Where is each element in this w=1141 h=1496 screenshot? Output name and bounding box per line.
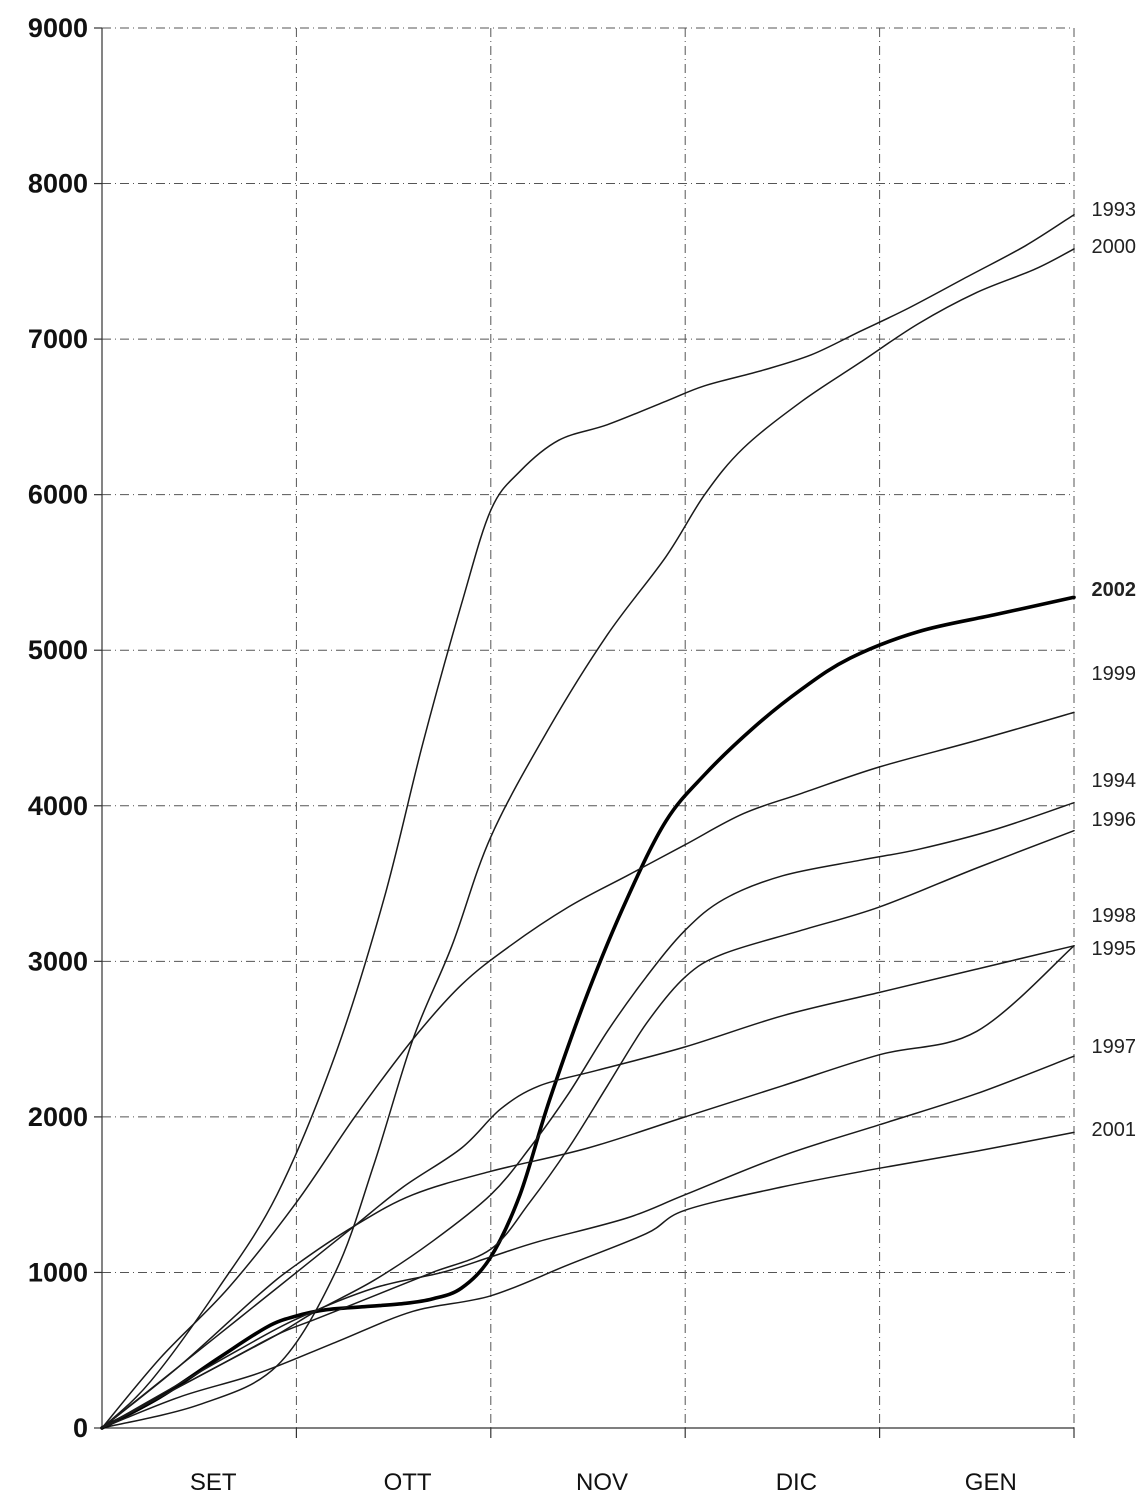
series-label-1997: 1997 bbox=[1092, 1036, 1137, 1058]
series-label-2002: 2002 bbox=[1092, 579, 1137, 601]
y-axis-tick-labels: 0 1000 2000 3000 4000 5000 6000 7000 8000 9000 bbox=[28, 13, 88, 1443]
series-label-2001: 2001 bbox=[1092, 1119, 1137, 1141]
series-line-1995 bbox=[101, 945, 1075, 1429]
series-line-1997 bbox=[101, 1055, 1075, 1429]
series-label-1994: 1994 bbox=[1092, 770, 1137, 792]
y-tick-label-7000: 7000 bbox=[28, 324, 88, 354]
series-label-1999: 1999 bbox=[1092, 663, 1137, 685]
series-line-2000 bbox=[101, 248, 1075, 1429]
series-line-1996 bbox=[101, 829, 1075, 1429]
series-lines bbox=[100, 213, 1076, 1430]
series-label-1993: 1993 bbox=[1092, 199, 1137, 221]
series-line-2002 bbox=[100, 595, 1076, 1430]
series-line-1993 bbox=[101, 213, 1075, 1429]
series-label-1998: 1998 bbox=[1092, 905, 1137, 927]
y-tick-label-2000: 2000 bbox=[28, 1102, 88, 1132]
y-tick-label-4000: 4000 bbox=[28, 791, 88, 821]
axes bbox=[94, 27, 1075, 1438]
x-tick-label-set: SET bbox=[190, 1469, 237, 1496]
y-tick-label-3000: 3000 bbox=[28, 946, 88, 976]
x-tick-label-ott: OTT bbox=[384, 1469, 432, 1496]
series-line-1998 bbox=[101, 945, 1075, 1429]
series-line-2001 bbox=[101, 1131, 1075, 1429]
grid bbox=[102, 27, 1075, 1428]
series-line-1999 bbox=[101, 711, 1075, 1429]
series-label-2000: 2000 bbox=[1092, 236, 1137, 258]
y-tick-label-5000: 5000 bbox=[28, 635, 88, 665]
series-label-1995: 1995 bbox=[1092, 938, 1137, 960]
series-label-1996: 1996 bbox=[1092, 809, 1137, 831]
x-tick-label-nov: NOV bbox=[576, 1469, 628, 1496]
series-labels: 1993 2000 2002 1999 1994 1996 1998 1995 1997 2001 bbox=[1092, 199, 1137, 1141]
x-tick-label-dic: DIC bbox=[776, 1469, 817, 1496]
y-tick-label-0: 0 bbox=[73, 1413, 88, 1443]
x-axis-tick-labels: SET OTT NOV DIC GEN bbox=[190, 1469, 1017, 1496]
y-tick-label-8000: 8000 bbox=[28, 169, 88, 199]
y-tick-label-1000: 1000 bbox=[28, 1257, 88, 1287]
y-tick-label-6000: 6000 bbox=[28, 480, 88, 510]
x-tick-label-gen: GEN bbox=[965, 1469, 1017, 1496]
y-tick-label-9000: 9000 bbox=[28, 13, 88, 43]
